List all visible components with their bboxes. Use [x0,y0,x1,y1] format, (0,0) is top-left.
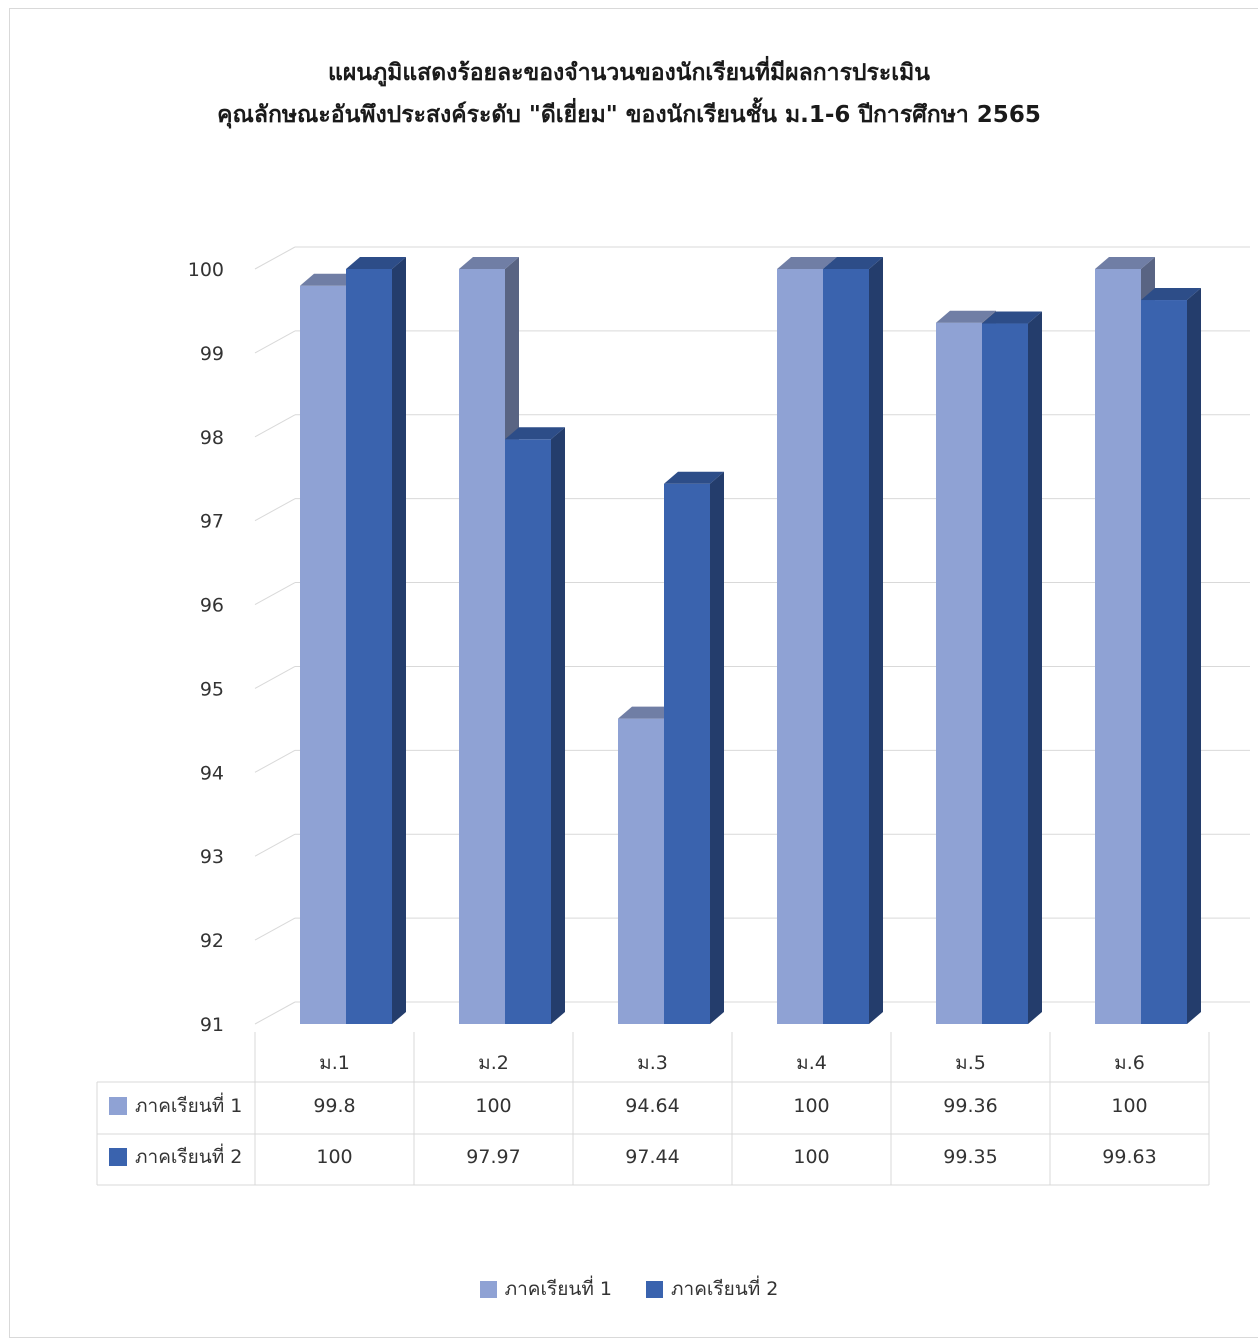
bar-s1-6 [1095,269,1141,1024]
legend-item-series-2: ภาคเรียนที่ 2 [646,1274,778,1304]
bar-top-s2-5 [982,311,1042,324]
bar-s1-1 [300,285,346,1024]
y-tick-label-100: 100 [188,259,224,281]
legend-swatch-series-1 [479,1280,497,1298]
x-tick-label-5: ม.5 [955,1052,986,1074]
bar-top-s1-4 [777,257,837,269]
bar-side-s2-4 [869,257,883,1024]
y-tick-label-95: 95 [200,678,224,700]
gridline-side-97 [254,498,296,522]
y-tick-label-94: 94 [200,762,224,784]
table-swatch-series-1 [109,1097,127,1115]
x-tick-label-1: ม.1 [319,1052,350,1074]
legend-label-series-2: ภาคเรียนที่ 2 [671,1278,779,1300]
x-tick-label-3: ม.3 [637,1052,668,1074]
data-cell-s2-5: 99.35 [943,1146,997,1168]
data-cell-s2-3: 97.44 [625,1146,679,1168]
legend-label-series-1: ภาคเรียนที่ 1 [504,1278,612,1300]
bar-s2-6 [1141,300,1187,1024]
bar-side-s2-2 [551,427,565,1024]
bar-side-s2-3 [710,471,724,1024]
x-tick-label-4: ม.4 [796,1052,827,1074]
data-cell-s1-4: 100 [793,1095,829,1117]
y-tick-label-98: 98 [200,427,224,449]
chart-legend: ภาคเรียนที่ 1 ภาคเรียนที่ 2 [0,1274,1258,1304]
x-tick-label-6: ม.6 [1114,1052,1145,1074]
bar-top-s2-6 [1141,288,1201,301]
bar-top-s1-5 [936,310,996,323]
legend-item-series-1: ภาคเรียนที่ 1 [479,1274,612,1304]
gridline-side-96 [254,582,296,605]
x-tick-label-2: ม.2 [478,1052,509,1074]
bar-s2-3 [664,483,710,1024]
gridline-side-93 [254,833,296,857]
bar-top-s2-4 [823,257,883,269]
data-cell-s2-4: 100 [793,1146,829,1168]
gridline-side-99 [254,330,296,354]
data-cell-s1-2: 100 [475,1095,511,1117]
y-tick-label-97: 97 [200,511,224,533]
bar-s1-5 [936,322,982,1024]
y-tick-label-91: 91 [200,1014,224,1036]
gridline-side-98 [254,414,296,438]
gridline-side-100 [254,246,296,270]
bar-side-s2-1 [392,257,406,1024]
y-tick-label-92: 92 [200,930,224,952]
data-cell-s1-1: 99.8 [313,1095,355,1117]
data-cell-s1-3: 94.64 [625,1095,679,1117]
gridline-side-95 [254,666,296,689]
bar-s1-3 [618,718,664,1024]
table-row-label-series-2: ภาคเรียนที่ 2 [135,1143,242,1168]
bar-s1-2 [459,269,505,1024]
data-cell-s2-6: 99.63 [1102,1146,1156,1168]
gridline-side-94 [254,749,296,773]
bar-s2-5 [982,323,1028,1024]
gridline-side-92 [254,917,296,941]
chart-title-line-2: คุณลักษณะอันพึงประสงค์ระดับ "ดีเยี่ยม" ข… [217,102,1041,128]
y-tick-label-99: 99 [200,343,224,365]
y-tick-label-93: 93 [200,846,224,868]
y-tick-label-96: 96 [200,595,224,617]
bar-top-s1-1 [300,273,360,286]
bar-s2-2 [505,439,551,1024]
bar-top-s2-2 [505,427,565,440]
bar-side-s2-5 [1028,311,1042,1024]
bar-top-s1-2 [459,257,519,269]
gridline-side-91 [254,1001,296,1025]
chart-title-line-1: แผนภูมิแสดงร้อยละของจำนวนของนักเรียนที่ม… [328,60,930,86]
data-cell-s2-2: 97.97 [466,1146,520,1168]
bar-side-s2-6 [1187,288,1201,1024]
table-swatch-series-2 [109,1148,127,1166]
bar-top-s1-6 [1095,257,1155,269]
bar-top-s2-3 [664,471,724,484]
data-cell-s1-5: 99.36 [943,1095,997,1117]
table-row-label-series-1: ภาคเรียนที่ 1 [135,1092,242,1117]
bar-s2-1 [346,269,392,1024]
bar-s1-4 [777,269,823,1024]
legend-swatch-series-2 [646,1280,663,1298]
data-cell-s1-6: 100 [1111,1095,1147,1117]
bar-s2-4 [823,269,869,1024]
bar-top-s1-3 [618,706,678,719]
data-cell-s2-1: 100 [316,1146,352,1168]
chart-title: แผนภูมิแสดงร้อยละของจำนวนของนักเรียนที่ม… [0,52,1258,136]
bar-top-s2-1 [346,257,406,269]
